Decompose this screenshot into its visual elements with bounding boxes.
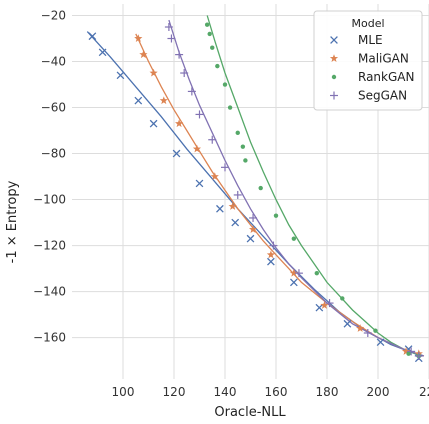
mle-point xyxy=(88,32,97,41)
rankgan-point xyxy=(227,105,233,110)
legend-marker-mle xyxy=(330,36,338,44)
y-tick-label: −120 xyxy=(33,239,66,253)
x-tick-label: 120 xyxy=(163,385,186,399)
mle-point xyxy=(231,218,240,227)
x-axis-ticks: 100 120 140 160 180 200 22( xyxy=(112,385,429,399)
maligan-point xyxy=(356,324,365,332)
maligan-point xyxy=(401,347,411,355)
mle-point xyxy=(289,278,298,287)
maligan-point xyxy=(139,50,148,59)
rankgan-point xyxy=(240,144,246,149)
seggan-point xyxy=(249,213,258,222)
y-tick-label: −80 xyxy=(41,147,66,161)
maligan-point xyxy=(149,68,158,77)
y-axis-label: -1 × Entropy xyxy=(5,180,20,263)
y-tick-label: −20 xyxy=(41,9,66,23)
rankgan-point xyxy=(207,31,212,37)
mle-point xyxy=(246,234,255,243)
y-tick-label: −40 xyxy=(41,55,66,69)
rankgan-point xyxy=(273,213,279,218)
legend: Model MLE MaliGAN RankGAN SegGAN xyxy=(313,10,423,111)
rankgan-point xyxy=(215,63,220,69)
maligan-point xyxy=(192,144,202,153)
seggan-point xyxy=(164,23,173,32)
rankgan-fit-line xyxy=(206,15,422,357)
rankgan-point xyxy=(340,296,345,301)
x-tick-label: 100 xyxy=(112,385,135,399)
mle-point xyxy=(315,303,324,312)
maligan-point xyxy=(320,301,329,309)
seggan-point xyxy=(195,110,204,119)
seggan-point xyxy=(221,163,229,172)
x-tick-label: 160 xyxy=(265,385,288,399)
seggan-point xyxy=(414,351,423,360)
legend-title: Model xyxy=(351,17,384,30)
mle-point xyxy=(116,71,125,80)
seggan-point xyxy=(294,269,303,278)
x-tick-label: 180 xyxy=(316,385,339,399)
x-tick-label: 22( xyxy=(419,385,429,399)
x-tick-label: 140 xyxy=(214,385,237,399)
seggan-point xyxy=(187,87,196,96)
maligan-point xyxy=(175,119,184,128)
maligan-point xyxy=(134,34,143,42)
rankgan-point xyxy=(406,351,411,356)
y-tick-label: −140 xyxy=(33,285,66,299)
maligan-point xyxy=(228,202,237,210)
mle-point xyxy=(172,149,181,158)
mle-point xyxy=(267,257,275,266)
y-tick-label: −160 xyxy=(33,331,66,345)
y-tick-label: −60 xyxy=(41,101,66,115)
seggan-point xyxy=(363,328,372,337)
rankgan-point xyxy=(204,22,210,27)
mle-point xyxy=(149,119,158,128)
rankgan-point xyxy=(373,328,378,333)
mle-point xyxy=(134,96,143,105)
seggan-point xyxy=(180,69,189,78)
mle-point xyxy=(216,204,224,213)
maligan-point xyxy=(266,250,275,259)
rankgan-point xyxy=(210,45,215,50)
maligan-point xyxy=(248,225,258,233)
legend-label-maligan: MaliGAN xyxy=(358,52,409,66)
rankgan-point xyxy=(291,236,297,241)
legend-label-mle: MLE xyxy=(358,33,383,47)
rankgan-point xyxy=(314,270,319,276)
legend-label-rankgan: RankGAN xyxy=(358,70,414,84)
y-axis-ticks: −20 −40 −60 −80 −100 −120 −140 −160 xyxy=(33,9,66,345)
mle-point xyxy=(195,179,204,188)
rankgan-point xyxy=(222,82,228,87)
mle-point xyxy=(376,338,385,347)
mle-point xyxy=(343,319,352,328)
seggan-point xyxy=(175,50,184,59)
x-axis-label: Oracle-NLL xyxy=(214,405,286,420)
seggan-point xyxy=(208,135,217,144)
maligan-point xyxy=(159,96,168,105)
legend-box xyxy=(313,10,423,111)
maligan-point xyxy=(210,172,219,181)
legend-marker-seggan xyxy=(330,91,338,100)
data-points xyxy=(88,22,423,363)
legend-label-seggan: SegGAN xyxy=(358,89,407,103)
seggan-point xyxy=(325,299,334,308)
mle-point xyxy=(98,48,107,57)
rankgan-point xyxy=(243,158,248,163)
seggan-point xyxy=(407,347,416,356)
legend-marker-maligan xyxy=(329,54,339,62)
rankgan-point xyxy=(258,185,263,191)
y-tick-label: −100 xyxy=(33,193,66,207)
seggan-point xyxy=(269,241,278,250)
legend-marker-rankgan xyxy=(331,74,337,80)
seggan-point xyxy=(233,190,242,199)
seggan-point xyxy=(167,34,176,43)
maligan-point xyxy=(289,268,298,277)
x-tick-label: 200 xyxy=(367,385,390,399)
rankgan-point xyxy=(235,130,240,136)
maligan-fit-line xyxy=(135,33,425,357)
